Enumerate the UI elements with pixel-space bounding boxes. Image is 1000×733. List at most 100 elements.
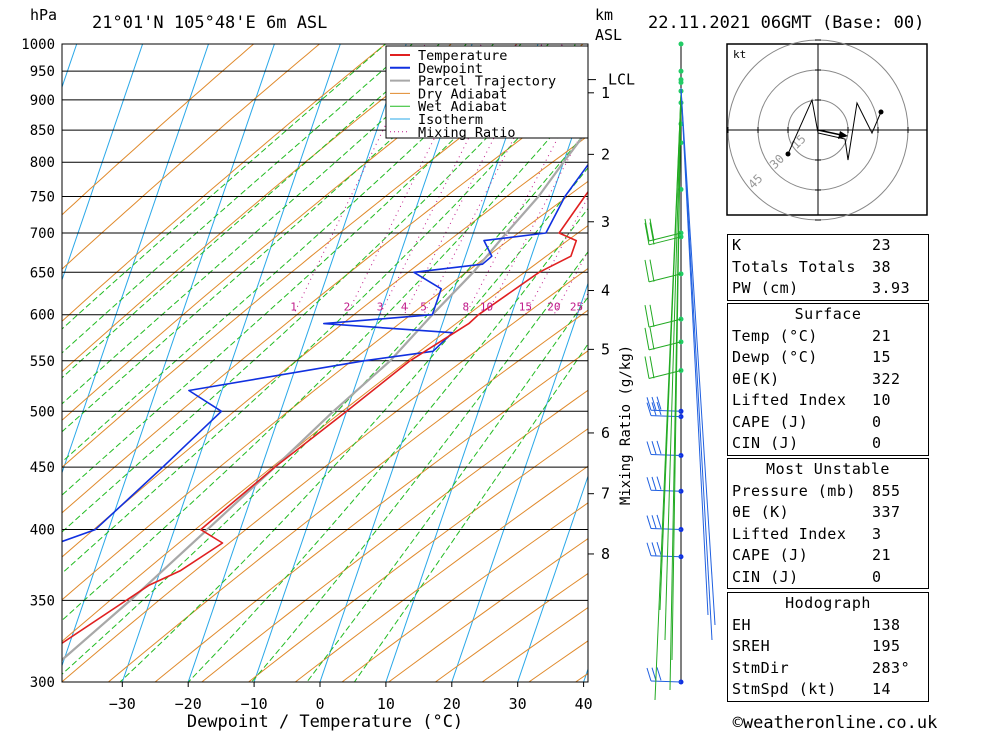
wind-barb-feather bbox=[656, 476, 662, 490]
hodo-eh-row: EH 138 bbox=[732, 615, 901, 634]
most-unstable-table: Most Unstable Pressure (mb) 855 θE (K) 337… bbox=[727, 458, 929, 589]
hodograph-title: Hodograph bbox=[785, 594, 871, 612]
dry-adiabat-line bbox=[247, 428, 588, 682]
pressure-tick-label: 650 bbox=[30, 265, 55, 281]
k-index-row: K 23 bbox=[732, 236, 892, 254]
wind-barb-feather bbox=[644, 305, 650, 328]
wet-adiabat-line bbox=[62, 44, 387, 330]
pressure-tick-label: 300 bbox=[30, 675, 55, 691]
indices-table: K 23 Totals Totals 38 PW (cm) 3.93 bbox=[727, 234, 929, 301]
wind-barb-shaft bbox=[648, 236, 682, 246]
pressure-tick-label: 350 bbox=[30, 593, 55, 609]
wind-barb-feather bbox=[651, 441, 657, 455]
wind-barb-feather bbox=[651, 667, 657, 681]
hodograph-start-dot bbox=[785, 151, 791, 157]
asl-unit-label: ASL bbox=[595, 26, 622, 44]
wet-adiabat-line bbox=[62, 44, 522, 463]
mixing-ratio-axis-title: Mixing Ratio (g/kg) bbox=[618, 345, 634, 505]
copyright-text: ©weatheronline.co.uk bbox=[733, 713, 938, 733]
surface-lifted-row: Lifted Index 10 bbox=[732, 391, 892, 409]
wind-barb-feather bbox=[644, 259, 650, 282]
left-unit-label: hPa bbox=[30, 6, 57, 24]
wind-barbs bbox=[644, 41, 716, 701]
mu-pressure-row: Pressure (mb) 855 bbox=[732, 481, 901, 500]
wind-barb-feather bbox=[646, 667, 652, 682]
mu-thetae-row: θE (K) 337 bbox=[732, 503, 901, 521]
pressure-tick-label: 500 bbox=[30, 404, 55, 420]
isotherm-line bbox=[451, 281, 588, 682]
pressure-tick-label: 800 bbox=[30, 155, 55, 171]
dry-adiabat-line bbox=[294, 465, 588, 682]
wind-barb-feather bbox=[651, 402, 657, 416]
wind-barb-shaft bbox=[650, 528, 682, 531]
wind-barb-feather bbox=[656, 667, 662, 681]
wind-barb-feather bbox=[651, 542, 657, 556]
wind-barb-shaft bbox=[648, 341, 682, 351]
dewpoint-line bbox=[62, 163, 588, 543]
km-tick-label: 8 bbox=[601, 545, 610, 563]
wind-barb-feather bbox=[649, 356, 655, 379]
wind-barb-shaft bbox=[650, 415, 682, 418]
dry-adiabat-line bbox=[62, 44, 255, 216]
surface-table: Surface Temp (°C) 21 Dewp (°C) 15 θE(K) 322… bbox=[727, 303, 929, 456]
wind-barb-feather bbox=[646, 515, 652, 529]
wind-barb-feather bbox=[649, 222, 655, 245]
wind-barb-feather bbox=[646, 441, 652, 455]
pressure-tick-label: 850 bbox=[30, 123, 55, 139]
wind-barb-feather bbox=[656, 401, 662, 416]
x-tick-label: −30 bbox=[109, 695, 136, 713]
surface-cape-row: CAPE (J) 0 bbox=[732, 412, 882, 431]
wind-barb-shaft bbox=[664, 93, 682, 641]
legend-item-label: Temperature bbox=[418, 48, 507, 64]
most-unstable-title: Most Unstable bbox=[766, 460, 890, 478]
isotherm-line bbox=[62, 44, 210, 475]
wind-barb-feather bbox=[644, 222, 650, 245]
dry-adiabat-line bbox=[62, 135, 588, 558]
wind-barb-feather bbox=[649, 304, 655, 327]
mixing-ratio-label: 8 bbox=[462, 301, 469, 314]
km-tick-label: 6 bbox=[601, 424, 610, 442]
wind-barb-feather bbox=[644, 218, 650, 242]
wind-barb-feather bbox=[649, 327, 655, 350]
wet-adiabat-line bbox=[62, 44, 550, 496]
km-tick-label: 2 bbox=[601, 145, 610, 163]
x-axis-title: Dewpoint / Temperature (°C) bbox=[187, 712, 463, 732]
wind-barb-feather bbox=[646, 397, 652, 411]
wet-adiabat-line bbox=[353, 343, 588, 682]
wind-barb-shaft bbox=[669, 93, 682, 691]
x-tick-label: −20 bbox=[175, 695, 202, 713]
hodograph-unit-label: kt bbox=[733, 48, 746, 61]
pressure-tick-label: 750 bbox=[30, 189, 55, 205]
wind-barb-feather bbox=[656, 541, 662, 556]
surface-cin-row: CIN (J) 0 bbox=[732, 434, 882, 452]
lcl-label: LCL bbox=[608, 71, 635, 89]
km-unit-label: km bbox=[595, 6, 613, 24]
isotherm-line bbox=[121, 44, 341, 682]
pressure-tick-label: 400 bbox=[30, 523, 55, 539]
x-tick-label: −10 bbox=[241, 695, 268, 713]
dry-adiabat-line bbox=[154, 350, 588, 682]
parcel-trajectory-line bbox=[62, 127, 588, 662]
isotherm-line bbox=[517, 474, 588, 682]
wind-level-dot bbox=[678, 77, 684, 83]
wind-barb-feather bbox=[656, 514, 662, 529]
datetime-title: 22.11.2021 06GMT (Base: 00) bbox=[648, 13, 924, 33]
wind-barb-feather bbox=[649, 218, 655, 241]
legend-box bbox=[385, 45, 589, 139]
isotherm-line bbox=[187, 44, 407, 682]
wind-barb-shaft bbox=[654, 93, 682, 701]
dry-adiabat-line bbox=[62, 44, 387, 322]
surface-temp-row: Temp (°C) 21 bbox=[732, 326, 892, 345]
mixing-ratio-line bbox=[576, 292, 588, 315]
wind-barb-feather bbox=[644, 327, 650, 350]
wet-adiabat-line bbox=[62, 128, 588, 675]
legend-item-label: Dry Adiabat bbox=[418, 86, 507, 102]
km-tick-label: 7 bbox=[601, 485, 610, 503]
mixing-ratio-label: 20 bbox=[547, 301, 560, 314]
hodo-stmdir-row: StmDir 283° bbox=[732, 658, 911, 677]
legend-item-label: Dewpoint bbox=[418, 61, 483, 77]
isotherm-line bbox=[0, 18, 20, 718]
pressure-tick-label: 450 bbox=[30, 460, 55, 476]
km-tick-label: 3 bbox=[601, 213, 610, 231]
